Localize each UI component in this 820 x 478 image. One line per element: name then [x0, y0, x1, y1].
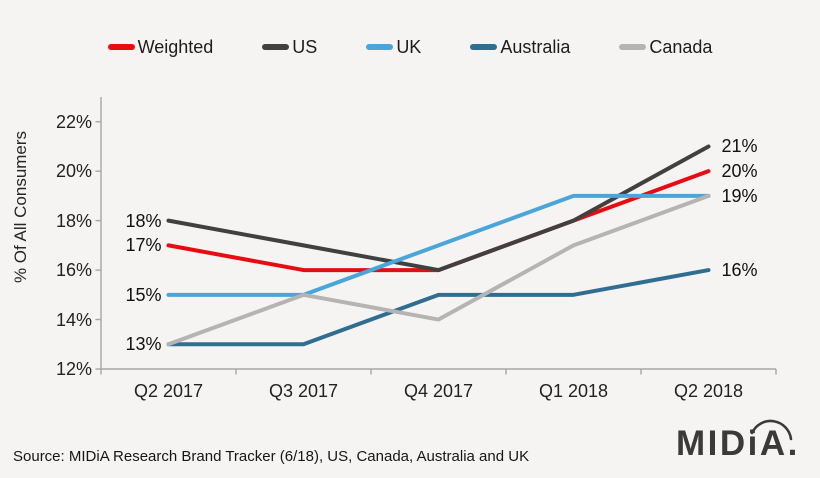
point-label: 18%	[125, 210, 162, 231]
x-tick-label: Q4 2017	[403, 381, 474, 401]
midia-logo-text: MIDiA.	[676, 424, 800, 463]
legend-label: Canada	[649, 37, 713, 57]
legend-swatch-icon	[470, 44, 498, 50]
legend-item-canada: Canada	[619, 38, 712, 56]
source-note: Source: MIDiA Research Brand Tracker (6/…	[13, 448, 530, 465]
point-label: 19%	[721, 185, 758, 206]
series-line-canada	[166, 193, 711, 347]
midia-logo-arc-icon	[750, 419, 793, 441]
legend-swatch-icon	[262, 44, 290, 50]
series-line-weighted	[166, 169, 711, 273]
point-label: 15%	[125, 284, 162, 305]
y-tick-label: 14%	[55, 309, 92, 330]
x-tick-label: Q1 2018	[538, 381, 609, 401]
legend-item-us: US	[262, 38, 317, 56]
y-tick-label: 20%	[55, 161, 92, 182]
legend-swatch-icon	[107, 44, 135, 50]
point-label: 17%	[125, 235, 162, 256]
y-tick-label: 12%	[55, 359, 92, 379]
series-line-us	[166, 144, 711, 273]
midia-logo: MIDiA.	[676, 419, 800, 463]
legend-swatch-icon	[619, 44, 647, 50]
legend-label: US	[292, 37, 318, 57]
series-line-uk	[166, 193, 711, 297]
x-tick-label: Q2 2017	[133, 381, 204, 401]
legend-item-weighted: Weighted	[107, 37, 214, 57]
legend: Weighted US UK Australia Canada	[0, 38, 820, 56]
point-label: 16%	[721, 260, 758, 281]
point-label: 20%	[721, 161, 758, 182]
legend-item-australia: Australia	[470, 38, 570, 56]
legend-label: UK	[396, 37, 422, 57]
legend-label: Weighted	[137, 37, 214, 57]
x-tick-label: Q2 2018	[673, 381, 744, 401]
legend-swatch-icon	[366, 44, 394, 50]
point-label: 21%	[721, 136, 758, 157]
series-line-australia	[166, 268, 711, 347]
legend-label: Australia	[500, 37, 571, 57]
y-tick-label: 16%	[55, 260, 92, 281]
x-tick-label: Q3 2017	[268, 381, 339, 401]
y-tick-label: 22%	[55, 111, 92, 132]
point-label: 13%	[125, 334, 162, 355]
y-tick-label: 18%	[55, 210, 92, 231]
legend-item-uk: UK	[366, 38, 421, 56]
